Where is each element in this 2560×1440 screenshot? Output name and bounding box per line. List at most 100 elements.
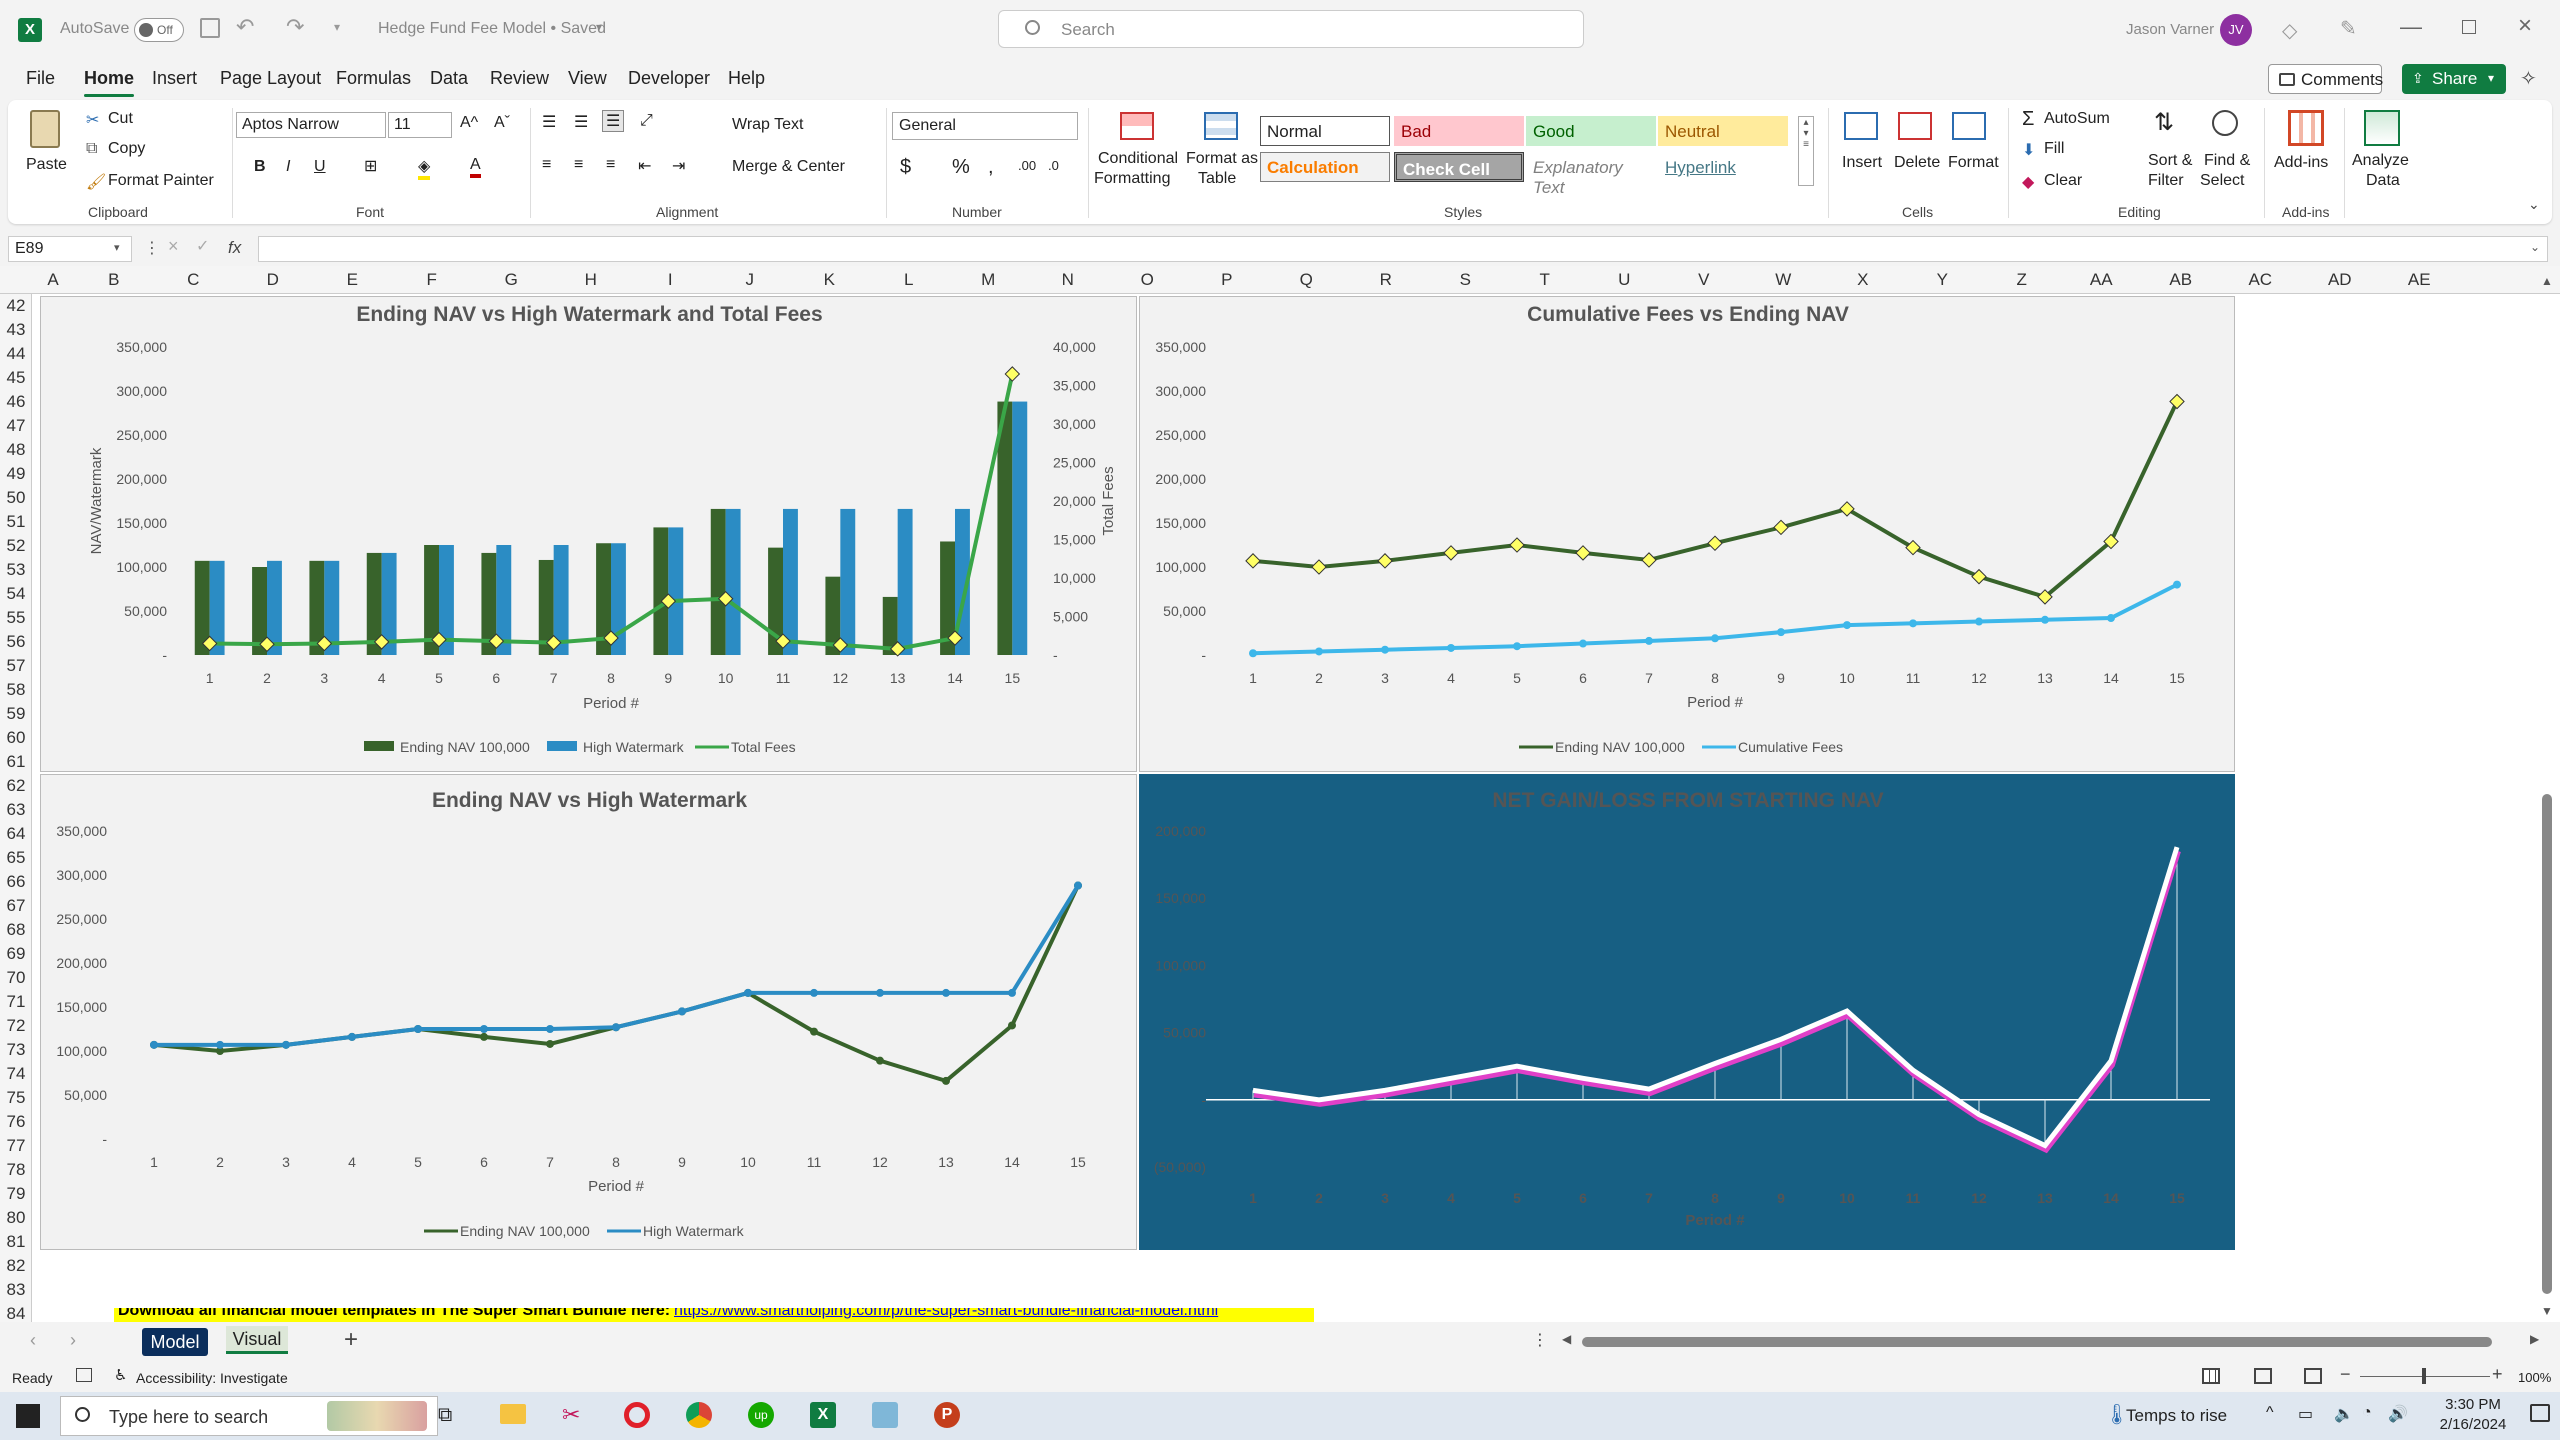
chart-net-gain-loss[interactable]: NET GAIN/LOSS FROM STARTING NAV 200,000 15… <box>1139 774 2235 1250</box>
decrease-decimal-icon[interactable]: .0 <box>1048 158 1059 173</box>
filter-label[interactable]: Filter <box>2148 172 2184 189</box>
cut-button[interactable]: Cut <box>108 110 133 127</box>
ribbon-collapse-icon[interactable]: ⌄ <box>2528 196 2540 212</box>
comments-button[interactable]: Comments <box>2268 64 2383 94</box>
style-hyperlink[interactable]: Hyperlink <box>1658 152 1788 182</box>
row-header-46[interactable]: 46 <box>6 392 26 411</box>
find-label[interactable]: Find & <box>2204 152 2251 169</box>
row-header-79[interactable]: 79 <box>6 1184 26 1203</box>
tabs-options-icon[interactable]: ⋮ <box>1532 1332 1548 1349</box>
align-bottom-icon[interactable]: ☰ <box>602 110 625 132</box>
vertical-scroll-thumb[interactable] <box>2542 794 2552 1294</box>
row-header-50[interactable]: 50 <box>6 488 26 507</box>
column-header-N[interactable]: N <box>1061 270 1074 289</box>
currency-icon[interactable]: $ <box>900 156 912 178</box>
excel-taskbar-icon[interactable]: X <box>810 1402 836 1428</box>
upwork-icon[interactable]: up <box>748 1402 774 1428</box>
row-header-64[interactable]: 64 <box>6 824 26 843</box>
formatting-label[interactable]: Formatting <box>1094 170 1171 187</box>
format-cells-button[interactable]: Format <box>1948 154 1999 171</box>
conditional-formatting-label[interactable]: Conditional <box>1098 150 1179 167</box>
close-icon[interactable]: × <box>2518 12 2533 39</box>
column-header-I[interactable]: I <box>667 270 673 289</box>
row-header-60[interactable]: 60 <box>6 728 26 747</box>
accessibility-status[interactable]: Accessibility: Investigate <box>136 1370 288 1386</box>
chart-nav-watermark[interactable]: Ending NAV vs High Watermark 350,000 300,0… <box>40 774 1137 1250</box>
row-header-45[interactable]: 45 <box>6 368 26 387</box>
row-header-63[interactable]: 63 <box>6 800 26 819</box>
sheet-tab-visual[interactable]: Visual <box>226 1326 288 1354</box>
horizontal-scroll-thumb[interactable] <box>1582 1337 2492 1347</box>
zoom-out-icon[interactable]: − <box>2340 1364 2351 1384</box>
column-header-H[interactable]: H <box>584 270 597 289</box>
autosave-toggle[interactable]: Off <box>134 18 184 42</box>
row-header-69[interactable]: 69 <box>6 944 26 963</box>
row-header-47[interactable]: 47 <box>6 416 26 435</box>
column-header-X[interactable]: X <box>1857 270 1869 289</box>
column-header-F[interactable]: F <box>426 270 437 289</box>
row-header-42[interactable]: 42 <box>6 296 26 315</box>
style-normal[interactable]: Normal <box>1260 116 1390 146</box>
styles-scroll-icon[interactable]: ▴ ▾ ≡ <box>1798 116 1814 186</box>
tray-chevron-icon[interactable]: ^ <box>2266 1404 2274 1421</box>
fill-color-icon[interactable]: ◈ <box>418 156 431 180</box>
minimize-icon[interactable]: — <box>2400 14 2422 39</box>
increase-font-icon[interactable]: A^ <box>460 114 479 131</box>
weather-text[interactable]: Temps to rise <box>2126 1406 2228 1425</box>
row-header-58[interactable]: 58 <box>6 680 26 699</box>
row-header-83[interactable]: 83 <box>6 1280 26 1299</box>
font-size-select[interactable]: 11 <box>388 112 452 138</box>
macro-record-icon[interactable] <box>76 1368 92 1382</box>
row-header-65[interactable]: 65 <box>6 848 26 867</box>
taskbar-date[interactable]: 2/16/2024 <box>2439 1416 2507 1433</box>
scroll-up-icon[interactable]: ▲ <box>2541 274 2553 288</box>
pen-icon[interactable]: ✎ <box>2340 18 2357 40</box>
column-header-AC[interactable]: AC <box>2248 270 2273 289</box>
menu-review[interactable]: Review <box>490 68 550 88</box>
insert-cells-button[interactable]: Insert <box>1842 154 1883 171</box>
row-header-78[interactable]: 78 <box>6 1160 26 1179</box>
sheet-tab-model[interactable]: Model <box>142 1328 208 1356</box>
bold-button[interactable]: B <box>254 158 266 175</box>
cancel-entry-icon[interactable]: × <box>168 236 179 256</box>
name-box[interactable]: E89 <box>8 236 132 262</box>
font-color-icon[interactable]: A <box>470 156 481 178</box>
more-options-icon[interactable]: ⋮ <box>144 240 160 257</box>
redo-icon[interactable]: ↷ <box>286 14 305 39</box>
align-left-icon[interactable]: ≡ <box>542 156 552 173</box>
style-good[interactable]: Good <box>1526 116 1656 146</box>
borders-icon[interactable]: ⊞ <box>364 158 378 175</box>
column-header-A[interactable]: A <box>47 270 59 289</box>
column-header-P[interactable]: P <box>1221 270 1233 289</box>
opera-icon[interactable] <box>624 1402 650 1428</box>
align-top-icon[interactable]: ☰ <box>542 114 557 131</box>
column-header-U[interactable]: U <box>1618 270 1631 289</box>
chart-cumulative-fees[interactable]: Cumulative Fees vs Ending NAV 350,000 300,… <box>1139 296 2235 772</box>
menu-home[interactable]: Home <box>84 68 135 97</box>
clear-button[interactable]: Clear <box>2044 172 2083 189</box>
row-header-81[interactable]: 81 <box>6 1232 26 1251</box>
copy-button[interactable]: Copy <box>108 140 146 157</box>
wrap-text-button[interactable]: Wrap Text <box>732 116 804 133</box>
notepad-icon[interactable] <box>872 1402 898 1428</box>
row-header-74[interactable]: 74 <box>6 1064 26 1083</box>
number-format-select[interactable]: General <box>892 112 1078 140</box>
banner-link[interactable]: https://www.smartholping.com/p/the-super… <box>674 1308 1219 1319</box>
row-header-66[interactable]: 66 <box>6 872 26 891</box>
snipping-tool-icon[interactable]: ✂ <box>562 1402 581 1427</box>
row-header-73[interactable]: 73 <box>6 1040 26 1059</box>
file-explorer-icon[interactable] <box>500 1404 526 1424</box>
chart-nav-watermark-fees[interactable]: Ending NAV vs High Watermark and Total F… <box>40 296 1137 772</box>
column-header-C[interactable]: C <box>187 270 200 289</box>
page-break-view-icon[interactable] <box>2304 1368 2322 1384</box>
next-sheet-icon[interactable]: › <box>70 1330 76 1350</box>
normal-view-icon[interactable] <box>2202 1368 2220 1384</box>
menu-formulas[interactable]: Formulas <box>336 68 412 88</box>
menu-developer[interactable]: Developer <box>628 68 711 88</box>
row-header-49[interactable]: 49 <box>6 464 26 483</box>
select-label[interactable]: Select <box>2200 172 2245 189</box>
scroll-down-icon[interactable]: ▼ <box>2541 1304 2553 1318</box>
style-calculation[interactable]: Calculation <box>1260 152 1390 182</box>
column-header-Z[interactable]: Z <box>2016 270 2027 289</box>
align-middle-icon[interactable]: ☰ <box>574 114 589 131</box>
